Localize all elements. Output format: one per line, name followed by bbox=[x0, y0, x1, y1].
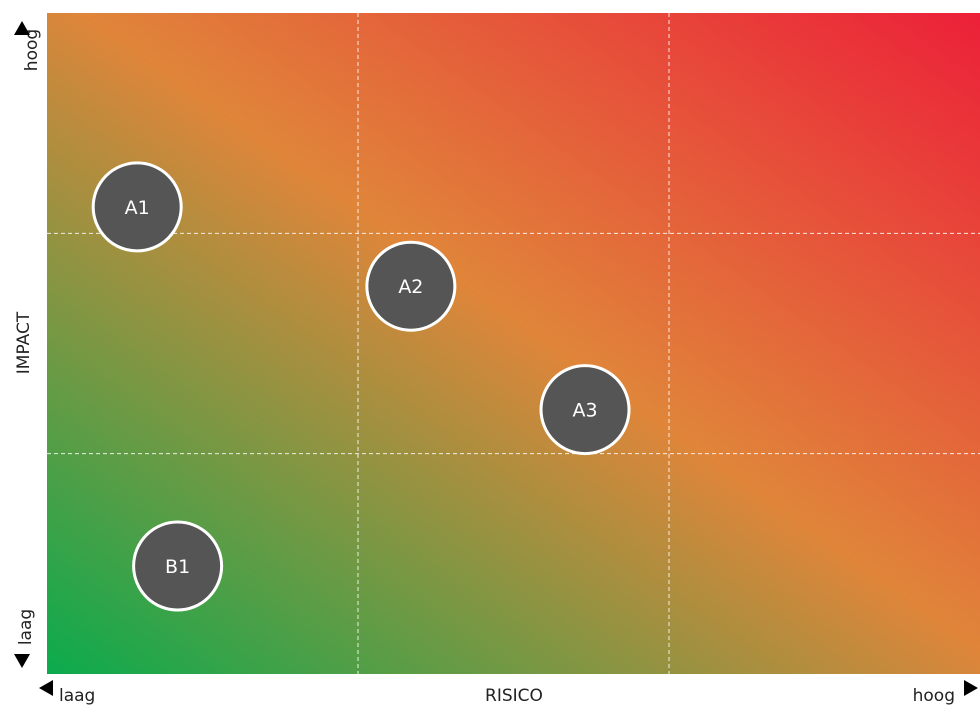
bubble-circle[interactable] bbox=[132, 520, 224, 612]
y-axis-low-label: laag bbox=[16, 609, 36, 645]
arrow-right-icon bbox=[964, 680, 978, 696]
x-axis-title: RISICO bbox=[485, 686, 543, 706]
arrow-down-icon bbox=[14, 654, 30, 668]
bubble-circle[interactable] bbox=[539, 364, 631, 456]
bubble-label: A2 bbox=[398, 276, 423, 298]
bubble-circle[interactable] bbox=[91, 161, 183, 253]
y-axis-high-label: hoog bbox=[22, 29, 42, 71]
x-axis-high-label: hoog bbox=[913, 686, 955, 706]
x-axis-low-label: laag bbox=[59, 686, 95, 706]
arrow-left-icon bbox=[39, 680, 53, 696]
bubble-label: A3 bbox=[572, 400, 597, 422]
bubble-circle[interactable] bbox=[365, 240, 457, 332]
grid-lines bbox=[47, 13, 980, 674]
bubble-a1[interactable]: A1 bbox=[91, 161, 183, 253]
bubble-a3[interactable]: A3 bbox=[539, 364, 631, 456]
bubble-label: A1 bbox=[125, 197, 150, 219]
bubble-b1[interactable]: B1 bbox=[132, 520, 224, 612]
bubble-a2[interactable]: A2 bbox=[365, 240, 457, 332]
arrow-up-icon bbox=[14, 21, 30, 35]
data-points: A1 A2 A3 B1 bbox=[91, 161, 631, 612]
y-axis-title: IMPACT bbox=[14, 311, 34, 374]
bubble-label: B1 bbox=[165, 556, 190, 578]
